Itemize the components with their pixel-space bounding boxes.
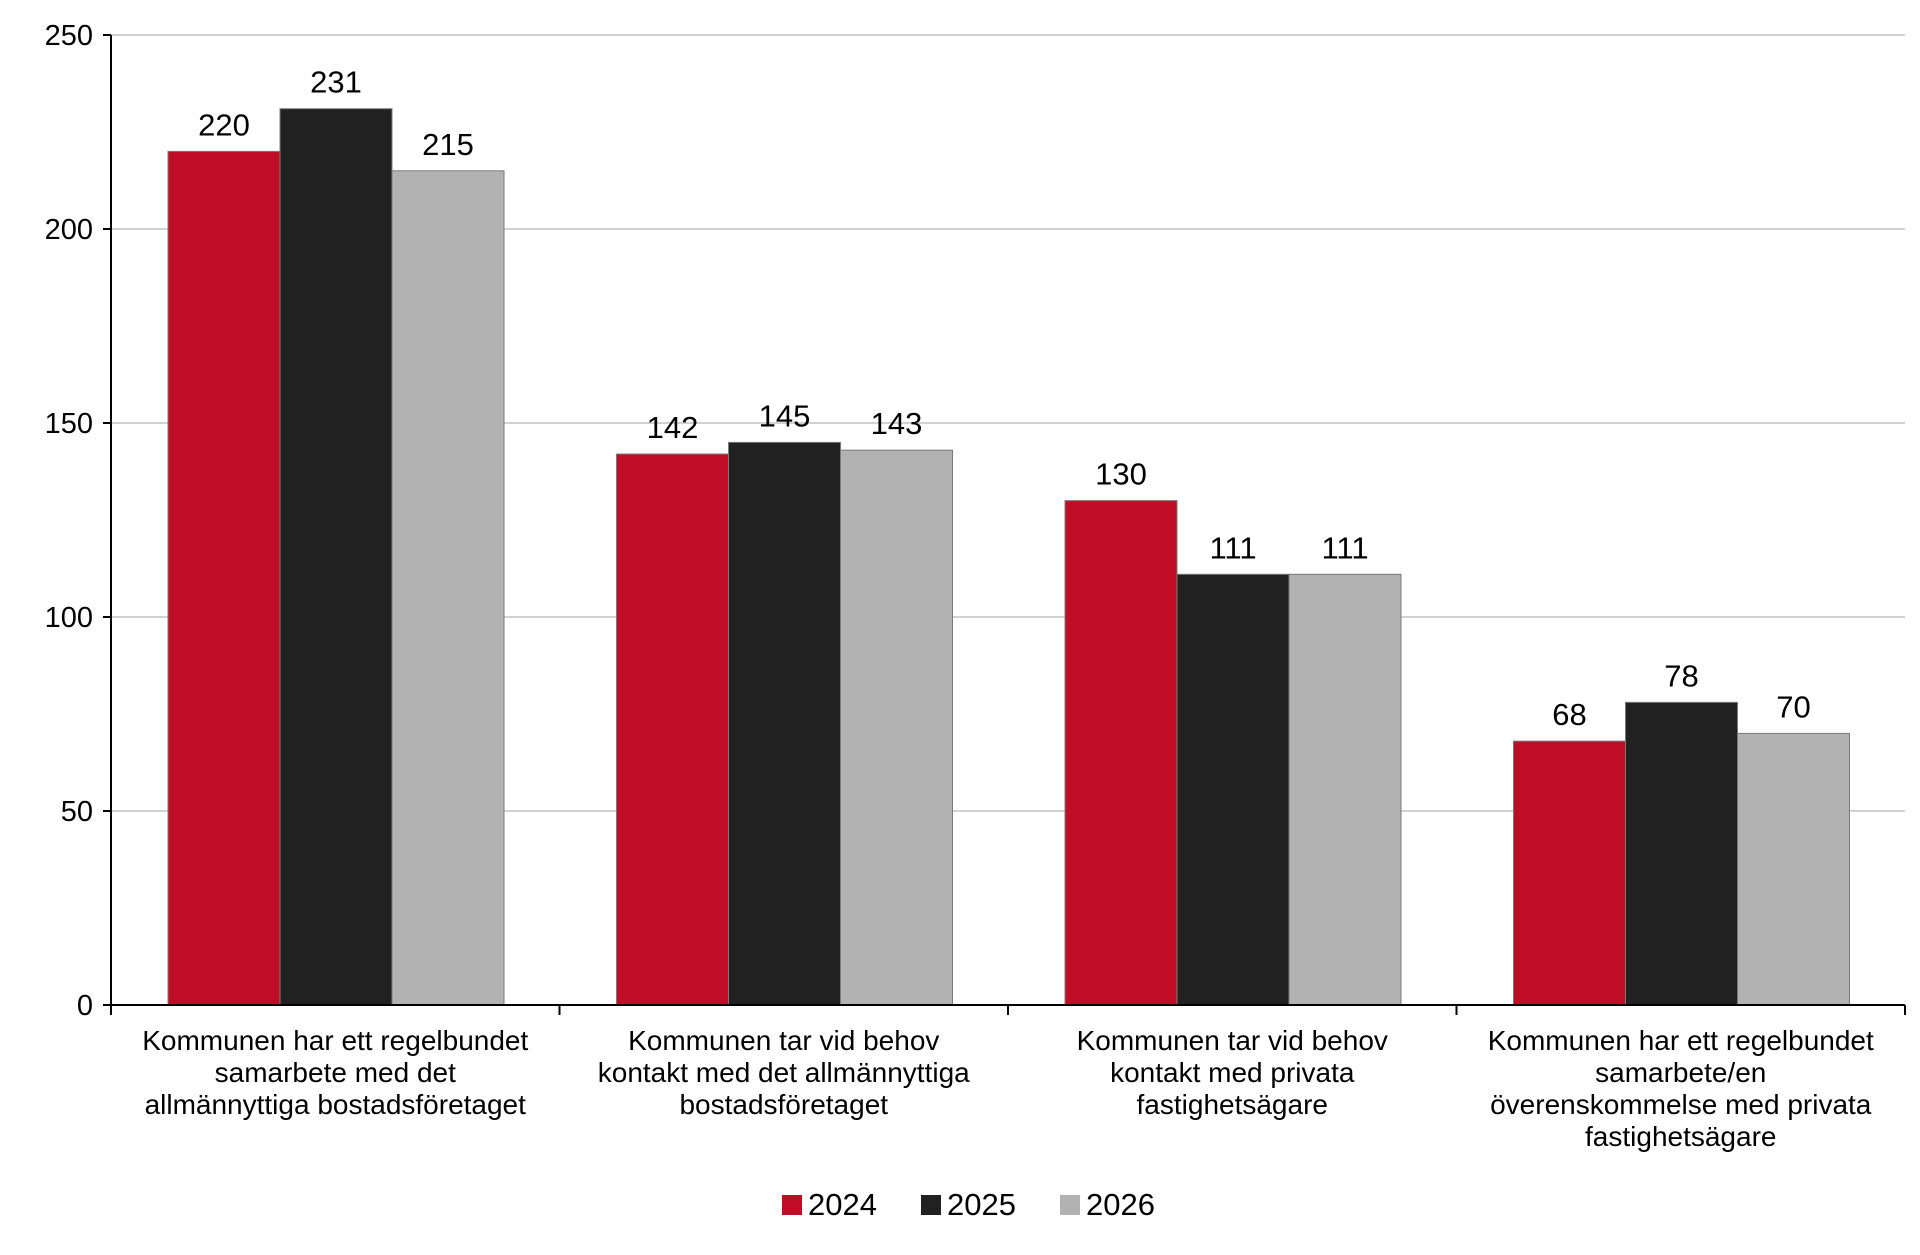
data-label: 111	[1209, 530, 1256, 565]
bar-2024-2	[1064, 500, 1178, 1006]
y-tick-label: 50	[61, 796, 93, 828]
bar-2026-3	[1737, 732, 1850, 1006]
x-tick-label-line: kontakt med det allmännyttiga	[598, 1057, 970, 1088]
legend-label: 2024	[808, 1187, 877, 1222]
data-label: 130	[1095, 457, 1147, 492]
x-tick-label: Kommunen har ett regelbundet samarbete me…	[142, 1025, 528, 1120]
x-tick-label-line: överenskommelse med privata	[1490, 1089, 1872, 1120]
data-label: 231	[310, 65, 362, 100]
data-label: 215	[422, 127, 474, 162]
legend-label: 2026	[1086, 1187, 1155, 1222]
bar-2026-2	[1288, 573, 1402, 1006]
y-tick-label: 250	[45, 20, 93, 52]
x-tick-label-line: samarbete/en	[1595, 1057, 1766, 1088]
data-label: 145	[759, 398, 811, 433]
data-label: 68	[1552, 697, 1586, 732]
x-tick-label-line: Kommunen har ett regelbundet	[1488, 1025, 1874, 1056]
legend-swatch-2025	[921, 1195, 941, 1215]
y-tick-label: 100	[45, 602, 93, 634]
x-tick-label-line: kontakt med privata	[1110, 1057, 1355, 1088]
y-tick-label: 200	[45, 214, 93, 246]
bar-2025-1	[728, 441, 841, 1006]
bar-2025-2	[1176, 573, 1290, 1006]
bar-2025-3	[1625, 701, 1738, 1006]
bar-2024-3	[1513, 740, 1626, 1006]
x-tick-label: Kommunen tar vid behov kontakt med privat…	[1077, 1025, 1388, 1120]
x-tick-label: Kommunen har ett regelbundet samarbete/en…	[1488, 1025, 1874, 1152]
x-tick-label-line: Kommunen har ett regelbundet	[142, 1025, 528, 1056]
bar-2024-0	[167, 150, 281, 1006]
x-tick-label-line: samarbete med det	[215, 1057, 456, 1088]
bar-2024-1	[616, 453, 729, 1006]
x-tick-label-line: fastighetsägare	[1585, 1121, 1776, 1152]
legend-swatch-2024	[782, 1195, 802, 1215]
x-tick-label: Kommunen tar vid behov kontakt med det al…	[598, 1025, 970, 1120]
data-label: 70	[1776, 689, 1810, 724]
legend-label: 2025	[947, 1187, 1016, 1222]
y-tick-label: 150	[45, 408, 93, 440]
y-tick-label: 0	[77, 990, 93, 1022]
legend-swatch-2026	[1060, 1195, 1080, 1215]
x-tick-label-line: fastighetsägare	[1137, 1089, 1328, 1120]
data-label: 142	[647, 410, 699, 445]
x-tick-label-line: Kommunen tar vid behov	[628, 1025, 939, 1056]
data-label: 78	[1664, 658, 1698, 693]
bar-2026-0	[391, 170, 505, 1006]
bar-2026-1	[840, 449, 953, 1006]
x-tick-label-line: bostadsföretaget	[679, 1089, 888, 1120]
data-label: 220	[198, 107, 250, 142]
data-label: 111	[1321, 530, 1368, 565]
data-label: 143	[871, 406, 923, 441]
bar-2025-0	[279, 108, 393, 1006]
x-tick-label-line: allmännyttiga bostadsföretaget	[145, 1089, 527, 1120]
x-tick-label-line: Kommunen tar vid behov	[1077, 1025, 1388, 1056]
